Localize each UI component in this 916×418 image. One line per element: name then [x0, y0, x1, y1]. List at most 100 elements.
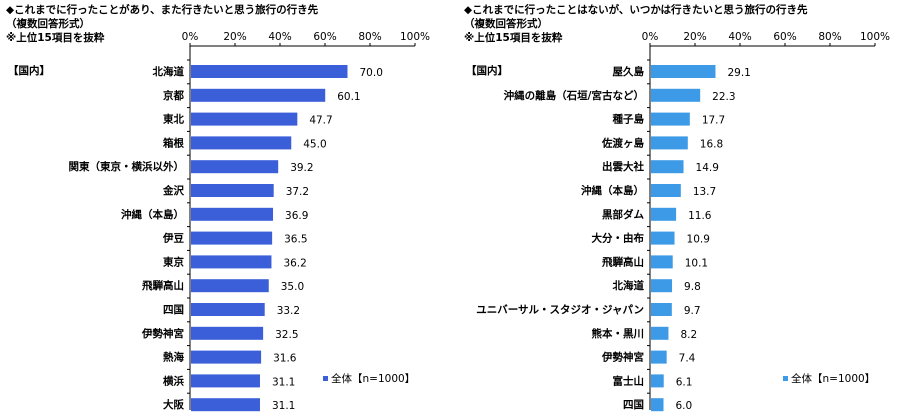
- category-label: 屋久島: [613, 65, 645, 78]
- bar: [651, 88, 701, 102]
- legend-swatch: [323, 376, 328, 381]
- category-label: 北海道: [613, 279, 645, 292]
- bar: [191, 231, 273, 245]
- category-label: 箱根: [163, 136, 184, 149]
- bar: [191, 136, 292, 150]
- value-label: 31.1: [272, 376, 295, 388]
- category-label: 黒部ダム: [602, 208, 644, 221]
- category-label: 熱海: [163, 351, 184, 364]
- value-label: 17.7: [702, 115, 725, 127]
- bar: [651, 231, 675, 245]
- bar: [651, 279, 673, 293]
- bar: [191, 350, 262, 364]
- bar: [191, 374, 260, 388]
- section-label: 【国内】: [466, 64, 508, 77]
- bar: [651, 350, 667, 364]
- category-label: 出雲大社: [602, 160, 644, 173]
- bar: [651, 207, 677, 221]
- category-label: 飛騨高山: [601, 255, 644, 268]
- value-label: 10.1: [685, 257, 708, 269]
- category-label: 金沢: [162, 184, 184, 197]
- category-label: 東北: [163, 113, 184, 126]
- category-label: 横浜: [163, 374, 184, 387]
- value-label: 70.0: [360, 67, 383, 79]
- chart-title: ◆これまでに行ったことがあり、また行きたいと思う旅行の行き先: [6, 4, 319, 16]
- chart-subtitle: （複数回答形式）: [6, 18, 90, 30]
- tick-label: 60%: [773, 31, 796, 43]
- value-label: 31.6: [273, 353, 297, 365]
- bar: [191, 160, 279, 174]
- bar: [191, 326, 264, 340]
- tick-label: 80%: [358, 31, 381, 43]
- value-label: 32.5: [275, 329, 298, 341]
- bar: [191, 88, 326, 102]
- bar: [191, 112, 298, 126]
- value-label: 8.2: [680, 329, 697, 341]
- tick-label: 0%: [642, 31, 659, 43]
- value-label: 36.2: [283, 257, 306, 269]
- bar: [651, 326, 669, 340]
- bar: [191, 255, 272, 269]
- category-label: 北海道: [153, 65, 185, 78]
- value-label: 6.1: [676, 376, 693, 388]
- section-label: 【国内】: [8, 64, 50, 77]
- tick-label: 60%: [313, 31, 336, 43]
- category-label: 佐渡ヶ島: [601, 136, 644, 149]
- category-label: 関東（東京・横浜以外）: [69, 160, 185, 173]
- bar: [651, 65, 716, 78]
- value-label: 9.7: [684, 305, 701, 317]
- value-label: 39.2: [290, 162, 313, 174]
- bar: [651, 160, 684, 174]
- bar: [651, 303, 672, 316]
- bar: [651, 374, 664, 388]
- value-label: 60.1: [337, 91, 360, 103]
- category-label: 大阪: [163, 398, 184, 411]
- bar: [191, 65, 348, 78]
- value-label: 13.7: [693, 186, 716, 198]
- category-label: 東京: [163, 255, 184, 268]
- value-label: 37.2: [286, 186, 309, 198]
- chart-panel-right: ◆これまでに行ったことはないが、いつかは行きたいと思う旅行の行き先 （複数回答形…: [458, 0, 916, 418]
- value-label: 9.8: [684, 281, 701, 293]
- bar: [191, 398, 260, 412]
- bar: [651, 136, 688, 150]
- chart-note: ※上位15項目を抜粋: [6, 32, 105, 44]
- category-label: 大分・由布: [592, 232, 645, 245]
- value-label: 33.2: [277, 305, 300, 317]
- value-label: 10.9: [687, 234, 710, 246]
- category-label: 伊豆: [162, 232, 184, 245]
- value-label: 31.1: [272, 400, 295, 412]
- value-label: 16.8: [700, 138, 723, 150]
- category-label: ユニバーサル・スタジオ・ジャパン: [476, 304, 644, 316]
- legend-label: 全体【n=1000】: [331, 372, 415, 385]
- tick-label: 20%: [223, 31, 246, 43]
- category-label: 種子島: [613, 113, 645, 126]
- category-label: 熊本・黒川: [592, 327, 645, 340]
- category-label: 四国: [623, 399, 644, 411]
- value-label: 45.0: [303, 138, 326, 150]
- category-label: 飛騨高山: [141, 279, 184, 292]
- legend-label: 全体【n=1000】: [791, 372, 875, 385]
- value-label: 6.0: [676, 400, 693, 412]
- value-label: 36.5: [284, 234, 307, 246]
- bar: [651, 184, 681, 197]
- legend-swatch: [783, 376, 788, 381]
- bar: [651, 398, 664, 412]
- tick-label: 40%: [268, 31, 291, 43]
- chart-title: ◆これまでに行ったことはないが、いつかは行きたいと思う旅行の行き先: [464, 4, 808, 16]
- tick-label: 40%: [728, 31, 751, 43]
- category-label: 富士山: [613, 374, 645, 387]
- value-label: 22.3: [712, 91, 735, 103]
- chart-note: ※上位15項目を抜粋: [464, 32, 563, 44]
- bar: [191, 184, 274, 197]
- category-label: 沖縄の離島（石垣/宮古など）: [504, 89, 644, 102]
- category-label: 四国: [163, 304, 184, 316]
- value-label: 29.1: [727, 67, 750, 79]
- category-label: 伊勢神宮: [141, 327, 184, 340]
- value-label: 14.9: [696, 162, 719, 174]
- value-label: 47.7: [309, 115, 332, 127]
- category-label: 京都: [163, 89, 184, 102]
- value-label: 36.9: [285, 210, 308, 222]
- category-label: 沖縄（本島）: [581, 184, 644, 197]
- value-label: 11.6: [688, 210, 712, 222]
